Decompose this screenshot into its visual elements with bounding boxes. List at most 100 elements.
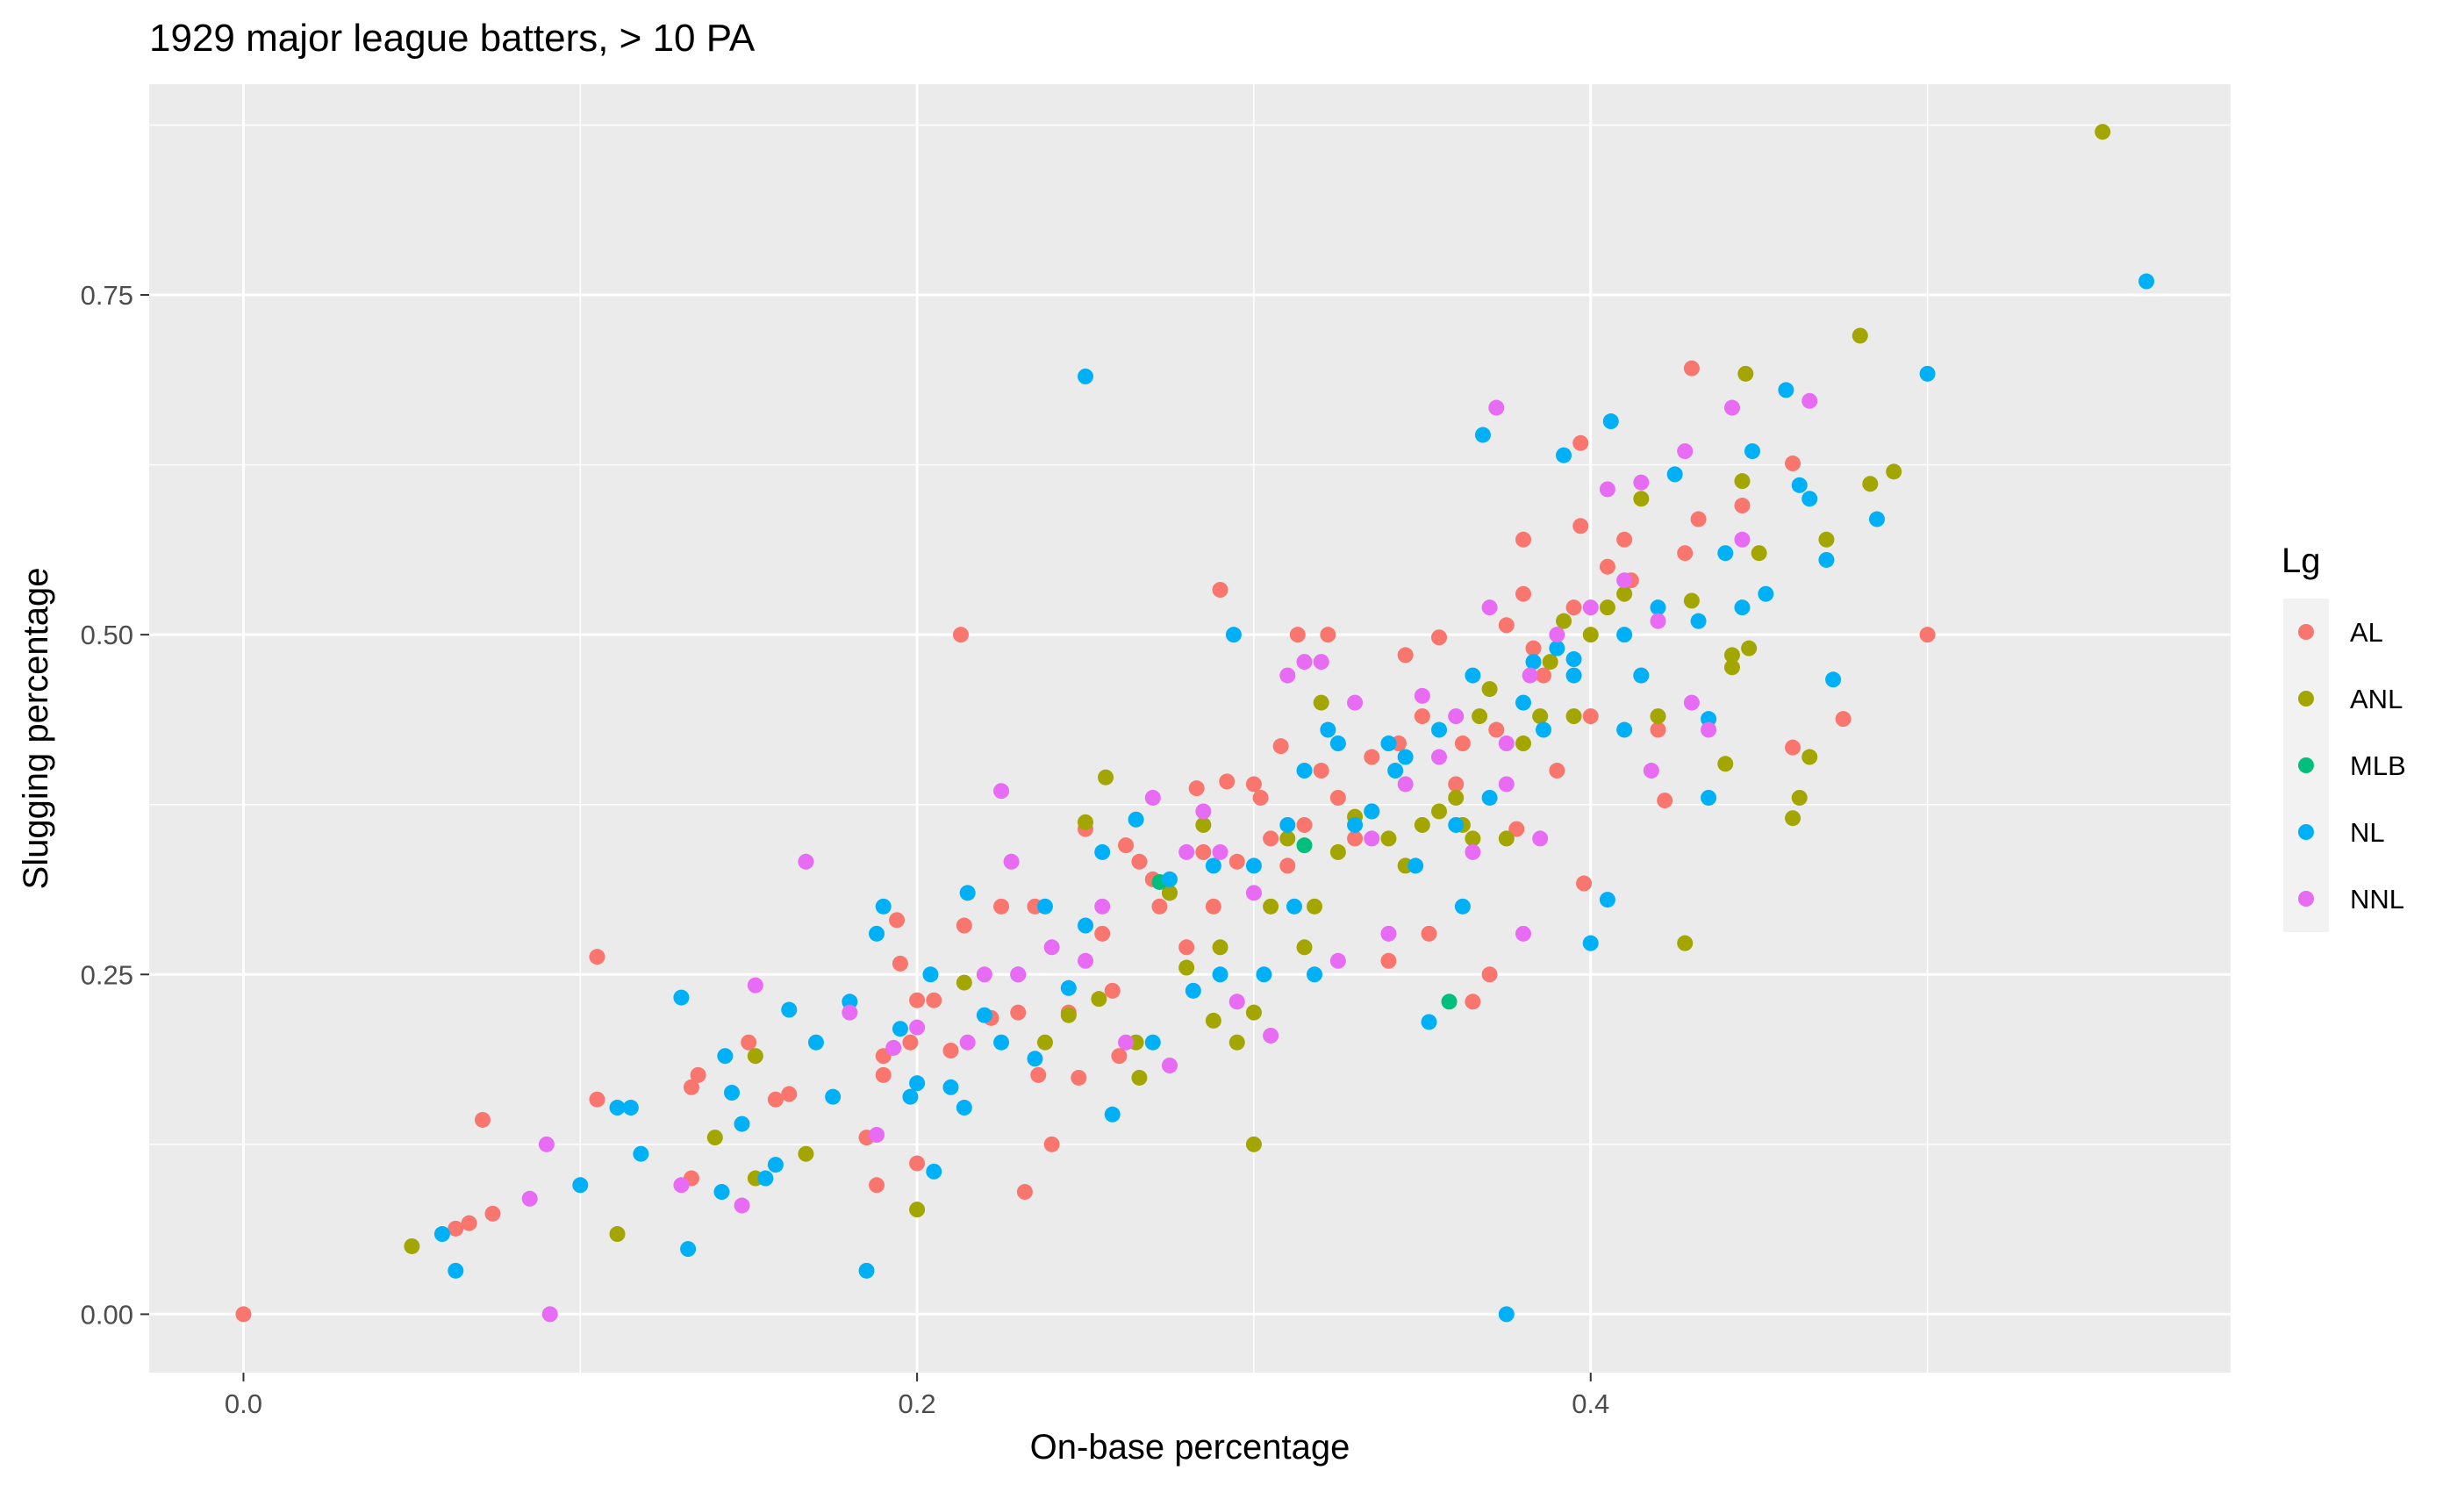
point-nnl-49 (1633, 474, 1650, 491)
point-al-89 (1657, 793, 1673, 809)
point-al-90 (1677, 545, 1694, 562)
point-nnl-14 (1003, 853, 1020, 870)
point-nnl-17 (1078, 952, 1094, 969)
point-anl-38 (1472, 708, 1488, 725)
point-al-46 (1195, 843, 1212, 860)
point-anl-37 (1465, 830, 1481, 847)
point-nl-63 (1454, 898, 1471, 915)
point-nl-44 (1212, 966, 1228, 983)
point-al-45 (1188, 780, 1205, 797)
point-al-56 (1289, 627, 1306, 643)
point-nnl-55 (1723, 399, 1740, 416)
legend-label-mlb: MLB (2350, 750, 2406, 781)
point-nnl-25 (1228, 994, 1245, 1010)
point-anl-50 (1650, 708, 1666, 725)
point-nl-87 (1778, 382, 1794, 398)
point-al-73 (1488, 721, 1505, 738)
point-nnl-48 (1616, 572, 1633, 589)
point-al-83 (1582, 708, 1599, 725)
point-anl-53 (1717, 756, 1734, 772)
point-anl-40 (1498, 830, 1515, 847)
point-al-17 (889, 912, 906, 929)
point-nnl-15 (1010, 966, 1027, 983)
point-al-78 (1536, 667, 1552, 684)
point-nnl-50 (1643, 763, 1659, 779)
x-axis: 0.0 0.2 0.4 (225, 1373, 1609, 1419)
point-al-81 (1572, 518, 1589, 534)
point-nnl-10 (909, 1019, 926, 1036)
y-tick-label-2: 0.50 (81, 620, 133, 650)
point-nl-30 (993, 1034, 1010, 1051)
point-al-76 (1515, 585, 1531, 602)
point-nnl-27 (1263, 1027, 1279, 1044)
point-nnl-33 (1364, 830, 1380, 847)
point-anl-55 (1734, 473, 1751, 490)
point-nnl-22 (1178, 843, 1195, 860)
point-nnl-37 (1431, 749, 1448, 765)
point-anl-54 (1723, 647, 1740, 664)
point-al-44 (1178, 939, 1195, 956)
point-al-98 (1572, 434, 1589, 451)
point-nnl-42 (1498, 735, 1515, 752)
point-nnl-51 (1650, 613, 1666, 629)
point-nl-78 (1633, 667, 1650, 684)
point-al-60 (1329, 789, 1346, 806)
point-al-19 (909, 992, 926, 1008)
point-al-25 (956, 917, 972, 934)
grid-minor (149, 84, 2231, 1373)
point-al-55 (1279, 857, 1296, 874)
point-anl-59 (1791, 789, 1808, 806)
point-anl-47 (1599, 599, 1615, 616)
point-al-0 (235, 1306, 252, 1323)
point-nl-72 (1556, 447, 1572, 463)
point-nl-43 (1205, 857, 1221, 874)
point-nl-94 (2138, 273, 2155, 290)
chart-title: 1929 major league batters, > 10 PA (149, 17, 756, 60)
point-al-32 (1043, 1136, 1060, 1152)
point-anl-51 (1677, 935, 1694, 951)
point-al-36 (1094, 925, 1111, 942)
y-axis-title: Slugging percentage (17, 568, 55, 890)
y-tick-label-3: 0.75 (81, 280, 133, 311)
point-al-22 (926, 992, 942, 1008)
x-tick-label-1: 0.2 (899, 1388, 936, 1419)
point-anl-41 (1515, 735, 1531, 752)
point-al-71 (1465, 994, 1481, 1010)
point-al-1 (448, 1220, 464, 1237)
point-nnl-36 (1414, 687, 1430, 704)
point-nnl-5 (747, 977, 763, 994)
point-mlb-2 (1296, 837, 1313, 854)
point-anl-2 (706, 1130, 723, 1146)
grid-major (149, 84, 2231, 1373)
point-anl-16 (1178, 959, 1195, 976)
point-nnl-45 (1532, 830, 1549, 847)
point-nnl-2 (541, 1306, 558, 1323)
point-nl-62 (1448, 816, 1465, 833)
point-al-59 (1320, 627, 1336, 643)
point-al-54 (1272, 738, 1289, 755)
point-nl-39 (1128, 811, 1144, 828)
point-nnl-9 (885, 1039, 902, 1056)
point-nl-0 (433, 1226, 450, 1243)
point-al-24 (953, 627, 970, 643)
point-nl-7 (680, 1241, 697, 1258)
point-nl-42 (1185, 982, 1201, 999)
point-anl-56 (1737, 365, 1754, 382)
point-nl-52 (1320, 721, 1336, 738)
point-anl-31 (1380, 830, 1397, 847)
point-nl-21 (892, 1021, 908, 1037)
point-nnl-56 (1734, 531, 1751, 548)
point-nl-17 (842, 994, 858, 1010)
point-nl-14 (781, 1001, 798, 1018)
point-al-82 (1576, 875, 1593, 892)
point-anl-28 (1329, 843, 1346, 860)
point-nnl-39 (1465, 843, 1481, 860)
point-nl-55 (1364, 803, 1380, 820)
point-nl-73 (1565, 667, 1582, 684)
point-anl-25 (1296, 939, 1313, 956)
point-nnl-44 (1522, 667, 1538, 684)
point-nl-57 (1387, 763, 1404, 779)
point-al-99 (1515, 531, 1531, 548)
y-tick-label-1: 0.25 (81, 959, 133, 990)
point-anl-21 (1245, 1136, 1262, 1152)
